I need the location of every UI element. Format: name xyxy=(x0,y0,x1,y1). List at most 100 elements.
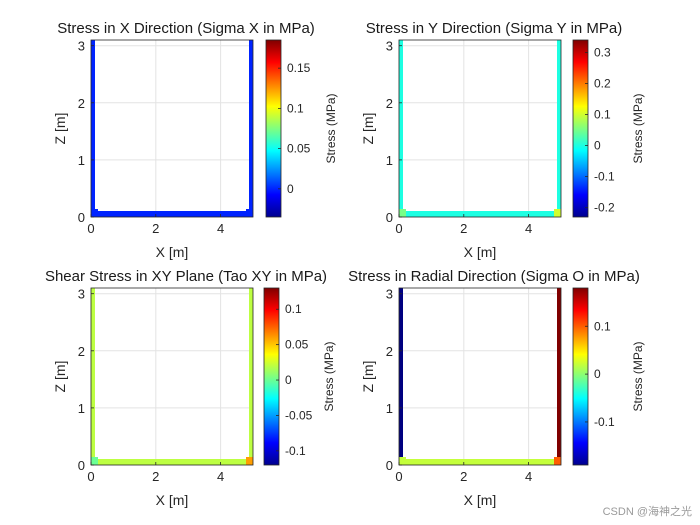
right-wall-field xyxy=(557,40,561,211)
colorbar-box xyxy=(572,39,589,218)
y-tick-label: 0 xyxy=(78,210,85,225)
base-right-corner-field xyxy=(246,209,253,217)
x-tick-label: 2 xyxy=(460,221,467,236)
y-axis-label: Z [m] xyxy=(360,361,376,393)
y-tick-label: 2 xyxy=(78,344,85,359)
axes-background xyxy=(91,288,253,465)
base-right-corner-field xyxy=(246,457,253,465)
colorbar-tick-label: 0.1 xyxy=(285,302,302,316)
y-axis-label: Z [m] xyxy=(52,113,68,145)
colorbar-label: Stress (MPa) xyxy=(631,93,645,163)
x-axis-label: X [m] xyxy=(464,492,497,508)
y-tick-label: 2 xyxy=(386,96,393,111)
watermark: CSDN @海神之光 xyxy=(602,506,692,518)
axes-background xyxy=(91,40,253,217)
colorbar-label: Stress (MPa) xyxy=(324,93,338,163)
base-slab-field xyxy=(91,459,253,465)
x-axis-label: X [m] xyxy=(156,244,189,260)
x-tick-label: 2 xyxy=(152,469,159,484)
colorbar-tick-label: 0.05 xyxy=(287,142,311,156)
right-wall-field xyxy=(249,40,253,211)
x-tick-label: 0 xyxy=(87,469,94,484)
y-tick-label: 2 xyxy=(78,96,85,111)
y-axis-label: Z [m] xyxy=(52,361,68,393)
x-tick-label: 2 xyxy=(460,469,467,484)
colorbar-tick-label: -0.1 xyxy=(285,444,306,458)
base-right-corner-field xyxy=(554,209,561,217)
y-tick-label: 0 xyxy=(386,458,393,473)
base-left-corner-field xyxy=(399,209,406,217)
colorbar-gradient xyxy=(264,288,279,465)
right-wall-field xyxy=(557,288,561,459)
colorbar-tick-label: 0.1 xyxy=(594,319,611,333)
colorbar-tick-label: -0.1 xyxy=(594,170,615,184)
y-tick-label: 1 xyxy=(386,401,393,416)
subplot-title: Stress in Radial Direction (Sigma O in M… xyxy=(348,268,640,285)
axes-box xyxy=(398,287,562,466)
colorbar-tick-label: -0.05 xyxy=(285,408,313,422)
colorbar-tick-label: 0.2 xyxy=(594,76,611,90)
y-tick-label: 1 xyxy=(386,153,393,168)
base-left-corner-field xyxy=(399,457,406,465)
base-slab-field xyxy=(399,459,561,465)
axes-background xyxy=(399,288,561,465)
x-tick-label: 0 xyxy=(87,221,94,236)
colorbar-gradient xyxy=(266,40,281,217)
colorbar-box xyxy=(263,287,280,466)
x-tick-label: 0 xyxy=(395,221,402,236)
base-slab-field xyxy=(91,211,253,217)
base-left-corner-field xyxy=(91,209,98,217)
subplot-1: 0 2 4 0 1 2 3 X [m] Z [m] Stress in X Direction (… xyxy=(52,20,338,260)
subplot-title: Stress in Y Direction (Sigma Y in MPa) xyxy=(366,20,623,37)
colorbar-tick-label: 0.15 xyxy=(287,61,311,75)
y-tick-label: 3 xyxy=(78,39,85,54)
left-wall-field xyxy=(91,288,95,459)
colorbar-gradient xyxy=(573,40,588,217)
y-tick-label: 3 xyxy=(386,287,393,302)
colorbar-label: Stress (MPa) xyxy=(631,341,645,411)
y-tick-label: 3 xyxy=(78,287,85,302)
colorbar-box xyxy=(572,287,589,466)
x-tick-label: 2 xyxy=(152,221,159,236)
right-wall-field xyxy=(249,288,253,459)
colorbar-tick-label: 0 xyxy=(285,373,292,387)
x-tick-label: 4 xyxy=(217,221,224,236)
subplot-2: 0 2 4 0 1 2 3 X [m] Z [m] Stress in Y Direction (… xyxy=(360,20,645,260)
x-tick-label: 4 xyxy=(525,469,532,484)
left-wall-field xyxy=(399,40,403,211)
colorbar-tick-label: 0 xyxy=(594,367,601,381)
subplot-title: Shear Stress in XY Plane (Tao XY in MPa) xyxy=(45,268,327,285)
y-axis-label: Z [m] xyxy=(360,113,376,145)
colorbar-tick-label: 0.3 xyxy=(594,45,611,59)
left-wall-field xyxy=(399,288,403,459)
axes-box xyxy=(90,39,254,218)
x-axis-label: X [m] xyxy=(156,492,189,508)
colorbar-tick-label: 0.1 xyxy=(594,108,611,122)
colorbar-tick-label: -0.2 xyxy=(594,201,615,215)
x-tick-label: 0 xyxy=(395,469,402,484)
base-left-corner-field xyxy=(91,457,98,465)
y-tick-label: 0 xyxy=(386,210,393,225)
y-tick-label: 1 xyxy=(78,153,85,168)
base-right-corner-field xyxy=(554,457,561,465)
colorbar-box xyxy=(265,39,282,218)
colorbar-tick-label: -0.1 xyxy=(594,415,615,429)
colorbar-gradient xyxy=(573,288,588,465)
colorbar-label: Stress (MPa) xyxy=(322,341,336,411)
subplot-title: Stress in X Direction (Sigma X in MPa) xyxy=(57,20,315,37)
y-tick-label: 2 xyxy=(386,344,393,359)
colorbar-tick-label: 0 xyxy=(287,182,294,196)
y-tick-label: 0 xyxy=(78,458,85,473)
y-tick-label: 3 xyxy=(386,39,393,54)
axes-box xyxy=(398,39,562,218)
y-tick-label: 1 xyxy=(78,401,85,416)
left-wall-field xyxy=(91,40,95,211)
colorbar-tick-label: 0 xyxy=(594,139,601,153)
subplot-3: 0 2 4 0 1 2 3 X [m] Z [m] Shear Stress in XY Plan… xyxy=(45,268,336,508)
x-axis-label: X [m] xyxy=(464,244,497,260)
axes-box xyxy=(90,287,254,466)
x-tick-label: 4 xyxy=(217,469,224,484)
subplot-4: 0 2 4 0 1 2 3 X [m] Z [m] Stress in Radial Direct… xyxy=(348,268,645,508)
base-slab-field xyxy=(399,211,561,217)
